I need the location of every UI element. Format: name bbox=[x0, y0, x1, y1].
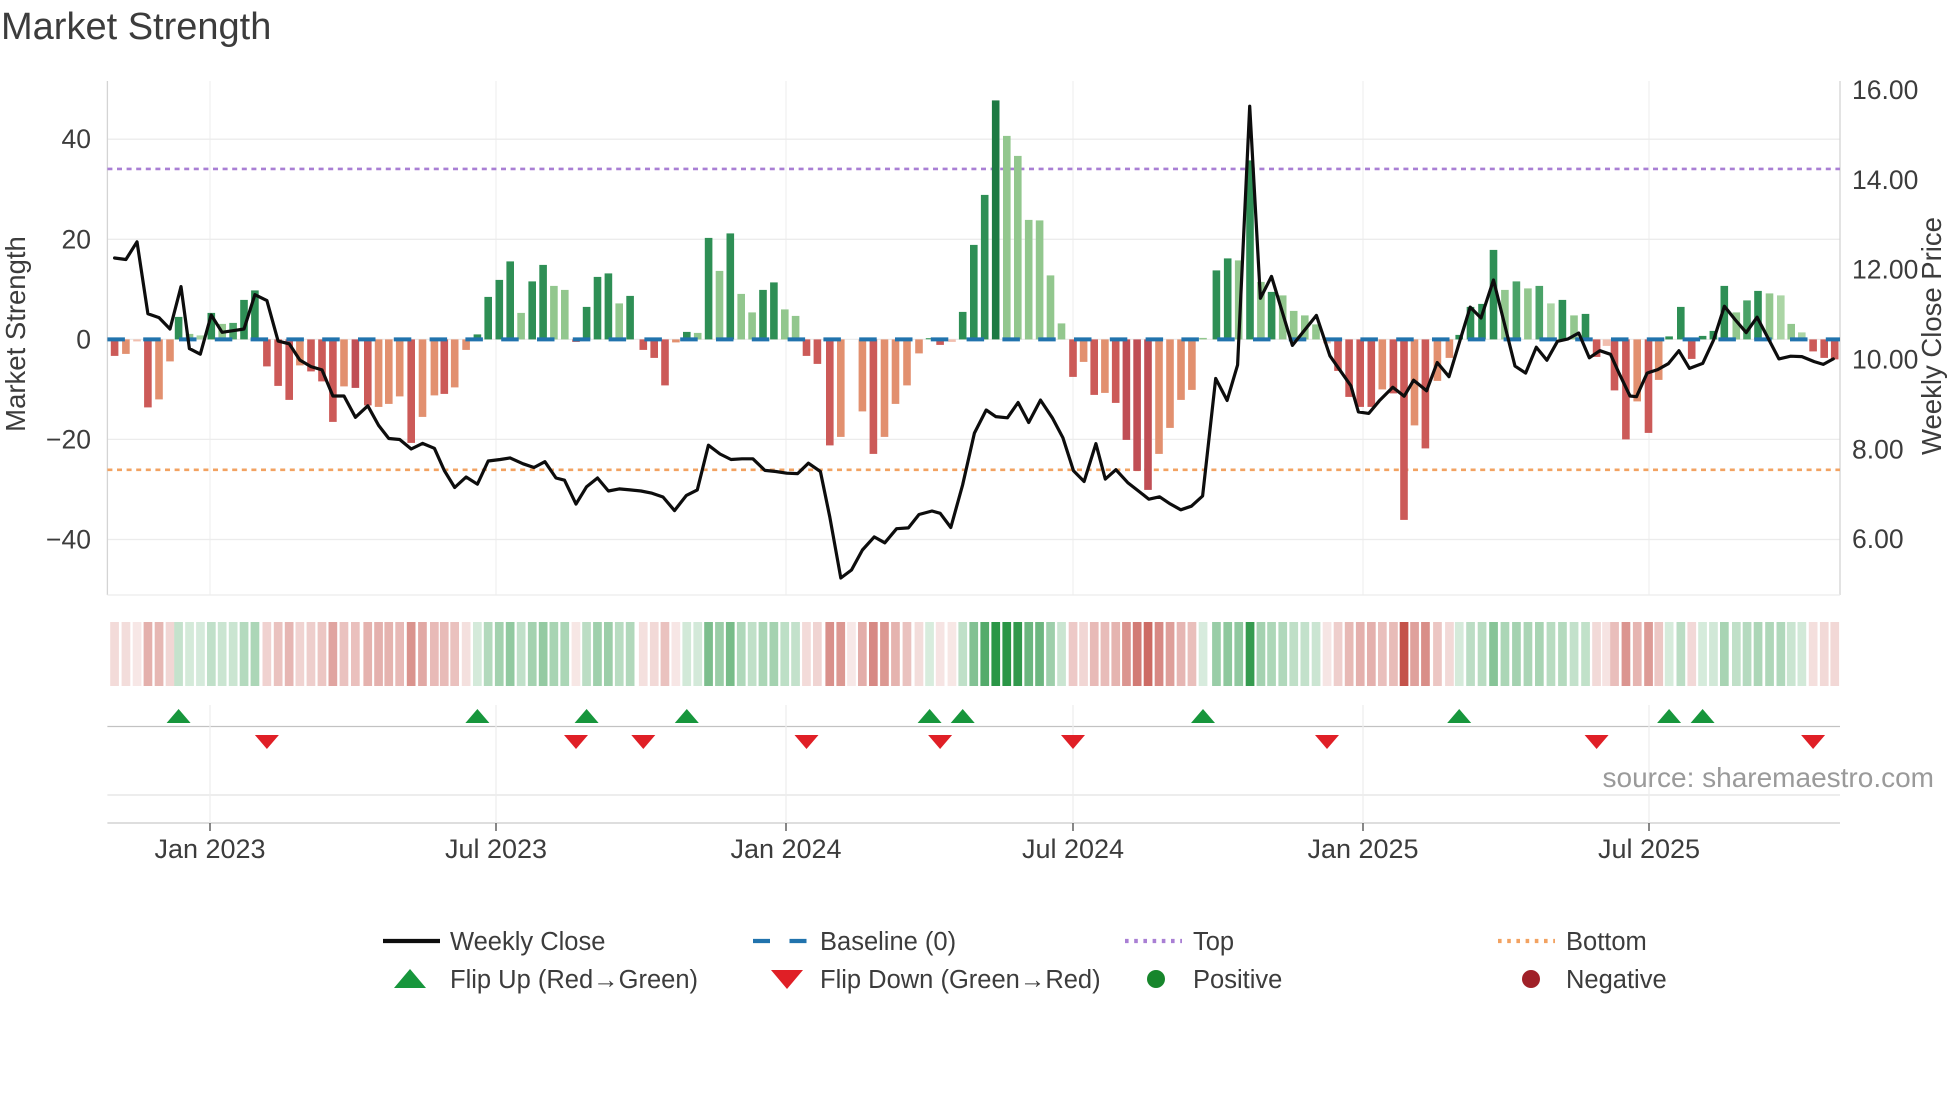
svg-text:Jul 2023: Jul 2023 bbox=[445, 834, 547, 864]
svg-text:Market Strength: Market Strength bbox=[0, 236, 31, 432]
svg-text:16.00: 16.00 bbox=[1852, 75, 1918, 105]
svg-text:12.00: 12.00 bbox=[1852, 255, 1918, 285]
svg-text:40: 40 bbox=[62, 124, 91, 154]
svg-text:0: 0 bbox=[76, 324, 91, 354]
svg-text:Flip Up (Red→Green): Flip Up (Red→Green) bbox=[450, 966, 698, 994]
svg-text:10.00: 10.00 bbox=[1852, 345, 1918, 375]
svg-text:Negative: Negative bbox=[1566, 966, 1667, 994]
svg-text:Jan 2023: Jan 2023 bbox=[154, 834, 265, 864]
svg-text:Jan 2024: Jan 2024 bbox=[730, 834, 841, 864]
svg-text:Market Strength: Market Strength bbox=[1, 6, 271, 48]
svg-text:Jul 2025: Jul 2025 bbox=[1598, 834, 1700, 864]
svg-text:Baseline (0): Baseline (0) bbox=[820, 928, 956, 956]
svg-text:Jan 2025: Jan 2025 bbox=[1307, 834, 1418, 864]
svg-text:Weekly Close Price: Weekly Close Price bbox=[1916, 217, 1947, 455]
svg-text:20: 20 bbox=[62, 224, 91, 254]
svg-text:Positive: Positive bbox=[1193, 966, 1282, 994]
svg-text:6.00: 6.00 bbox=[1852, 524, 1904, 554]
svg-text:Weekly Close: Weekly Close bbox=[450, 928, 605, 956]
svg-text:Jul 2024: Jul 2024 bbox=[1022, 834, 1124, 864]
svg-text:Bottom: Bottom bbox=[1566, 928, 1647, 956]
svg-text:Top: Top bbox=[1193, 928, 1234, 956]
svg-text:14.00: 14.00 bbox=[1852, 165, 1918, 195]
svg-text:−20: −20 bbox=[46, 424, 91, 454]
svg-text:−40: −40 bbox=[46, 525, 91, 555]
svg-text:8.00: 8.00 bbox=[1852, 434, 1904, 464]
svg-text:source: sharemaestro.com: source: sharemaestro.com bbox=[1603, 762, 1934, 793]
svg-text:Flip Down (Green→Red): Flip Down (Green→Red) bbox=[820, 966, 1101, 994]
